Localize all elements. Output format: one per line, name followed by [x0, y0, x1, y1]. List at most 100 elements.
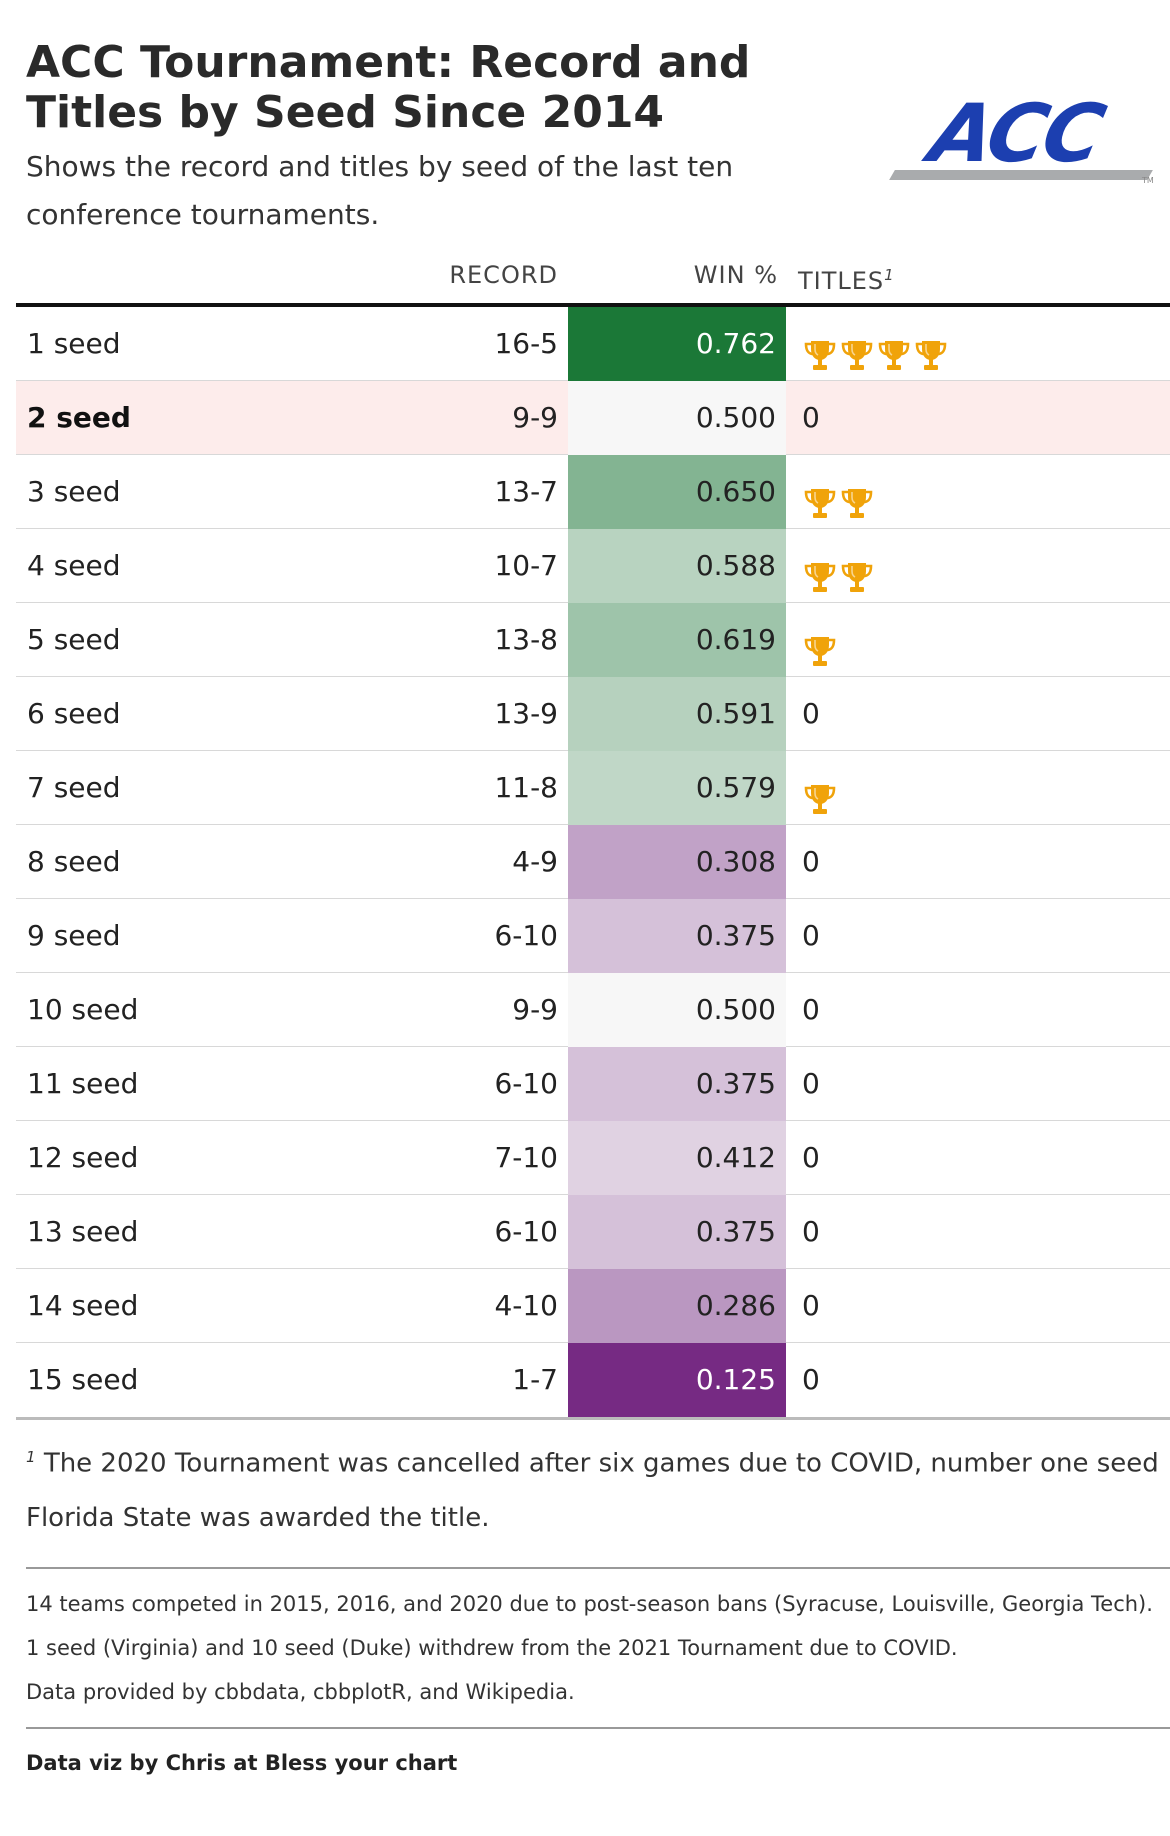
table-row: 4 seed 10-7 0.588	[16, 529, 1170, 603]
trophy-icon	[802, 623, 838, 666]
trophy-icon	[802, 771, 838, 814]
record-value: 9-9	[512, 993, 558, 1026]
seed-label: 5 seed	[27, 623, 121, 656]
seed-label: 10 seed	[27, 993, 139, 1026]
seed-label: 1 seed	[27, 327, 121, 360]
win-pct-cell: 0.286	[568, 1269, 786, 1343]
header-rule	[16, 303, 1170, 307]
titles-cell	[794, 751, 1154, 825]
notes-divider	[26, 1567, 1170, 1569]
record-value: 9-9	[512, 401, 558, 434]
titles-count: 0	[802, 919, 820, 952]
table-row: 14 seed 4-10 0.286 0	[16, 1269, 1170, 1343]
record-value: 6-10	[494, 919, 558, 952]
titles-count: 0	[802, 1141, 820, 1174]
table-row: 2 seed 9-9 0.500 0	[16, 381, 1170, 455]
column-header-record: RECORD	[449, 261, 558, 289]
chart-title: ACC Tournament: Record and Titles by See…	[26, 37, 751, 138]
record-value: 16-5	[494, 327, 558, 360]
win-pct-cell: 0.375	[568, 1195, 786, 1269]
trophy-icon	[802, 327, 838, 370]
trophy-icon	[839, 327, 875, 370]
win-pct-cell: 0.591	[568, 677, 786, 751]
footnote: 1 The 2020 Tournament was cancelled afte…	[26, 1430, 1166, 1545]
footnote-marker: 1	[26, 1448, 36, 1466]
titles-cell: 0	[794, 1047, 1154, 1121]
seed-label: 9 seed	[27, 919, 121, 952]
win-pct-cell: 0.588	[568, 529, 786, 603]
titles-count: 0	[802, 1363, 820, 1396]
seed-table-body: 1 seed 16-5 0.762 2 seed 9-9 0.500 0 3 seed 13-7…	[16, 307, 1170, 1418]
table-row: 7 seed 11-8 0.579	[16, 751, 1170, 825]
record-value: 6-10	[494, 1215, 558, 1248]
seed-label: 7 seed	[27, 771, 121, 804]
trophy-icon	[802, 475, 838, 518]
column-header-win-pct: WIN %	[693, 261, 778, 289]
record-value: 4-9	[512, 845, 558, 878]
table-row: 10 seed 9-9 0.500 0	[16, 973, 1170, 1047]
seed-label: 2 seed	[27, 401, 131, 434]
titles-count: 0	[802, 1067, 820, 1100]
table-row: 15 seed 1-7 0.125 0	[16, 1343, 1170, 1417]
seed-label: 3 seed	[27, 475, 121, 508]
table-bottom-rule	[16, 1417, 1170, 1420]
titles-cell: 0	[794, 1195, 1154, 1269]
record-value: 10-7	[494, 549, 558, 582]
credit-divider	[26, 1727, 1170, 1729]
record-value: 4-10	[494, 1289, 558, 1322]
table-row: 12 seed 7-10 0.412 0	[16, 1121, 1170, 1195]
win-pct-cell: 0.579	[568, 751, 786, 825]
record-value: 7-10	[494, 1141, 558, 1174]
record-value: 6-10	[494, 1067, 558, 1100]
record-value: 1-7	[512, 1363, 558, 1396]
record-value: 13-9	[494, 697, 558, 730]
titles-count: 0	[802, 1289, 820, 1322]
titles-cell: 0	[794, 899, 1154, 973]
win-pct-cell: 0.375	[568, 899, 786, 973]
seed-label: 13 seed	[27, 1215, 139, 1248]
table-row: 3 seed 13-7 0.650	[16, 455, 1170, 529]
titles-cell: 0	[794, 1121, 1154, 1195]
titles-cell	[794, 603, 1154, 677]
table-row: 9 seed 6-10 0.375 0	[16, 899, 1170, 973]
titles-cell: 0	[794, 677, 1154, 751]
seed-label: 12 seed	[27, 1141, 139, 1174]
chart-subtitle: Shows the record and titles by seed of t…	[26, 150, 734, 231]
seed-label: 4 seed	[27, 549, 121, 582]
win-pct-cell: 0.650	[568, 455, 786, 529]
seed-label: 15 seed	[27, 1363, 139, 1396]
titles-cell	[794, 455, 1154, 529]
table-row: 13 seed 6-10 0.375 0	[16, 1195, 1170, 1269]
record-value: 13-7	[494, 475, 558, 508]
titles-count: 0	[802, 993, 820, 1026]
seed-label: 14 seed	[27, 1289, 139, 1322]
credit-line: Data viz by Chris at Bless your chart	[26, 1751, 458, 1775]
table-row: 5 seed 13-8 0.619	[16, 603, 1170, 677]
table-row: 6 seed 13-9 0.591 0	[16, 677, 1170, 751]
column-header-titles-footnote-marker: 1	[884, 266, 895, 284]
titles-cell: 0	[794, 1269, 1154, 1343]
table-row: 1 seed 16-5 0.762	[16, 307, 1170, 381]
seed-label: 11 seed	[27, 1067, 139, 1100]
source-notes: 14 teams competed in 2015, 2016, and 202…	[26, 1582, 1166, 1714]
titles-count: 0	[802, 1215, 820, 1248]
win-pct-cell: 0.500	[568, 973, 786, 1047]
column-header-titles: TITLES1	[798, 255, 948, 295]
trophy-icon	[839, 475, 875, 518]
titles-cell	[794, 307, 1154, 381]
titles-cell: 0	[794, 381, 1154, 455]
note-covid-withdrawals: 1 seed (Virginia) and 10 seed (Duke) wit…	[26, 1636, 958, 1660]
acc-logo-trademark: TM	[1142, 176, 1154, 185]
titles-count: 0	[802, 845, 820, 878]
win-pct-cell: 0.125	[568, 1343, 786, 1417]
titles-cell: 0	[794, 973, 1154, 1047]
table-row: 11 seed 6-10 0.375 0	[16, 1047, 1170, 1121]
trophy-icon	[913, 327, 949, 370]
record-value: 13-8	[494, 623, 558, 656]
win-pct-cell: 0.762	[568, 307, 786, 381]
column-header-titles-label: TITLES	[798, 267, 885, 295]
acc-logo-word: ACC	[922, 87, 1110, 180]
titles-cell: 0	[794, 825, 1154, 899]
trophy-icon	[876, 327, 912, 370]
win-pct-cell: 0.619	[568, 603, 786, 677]
